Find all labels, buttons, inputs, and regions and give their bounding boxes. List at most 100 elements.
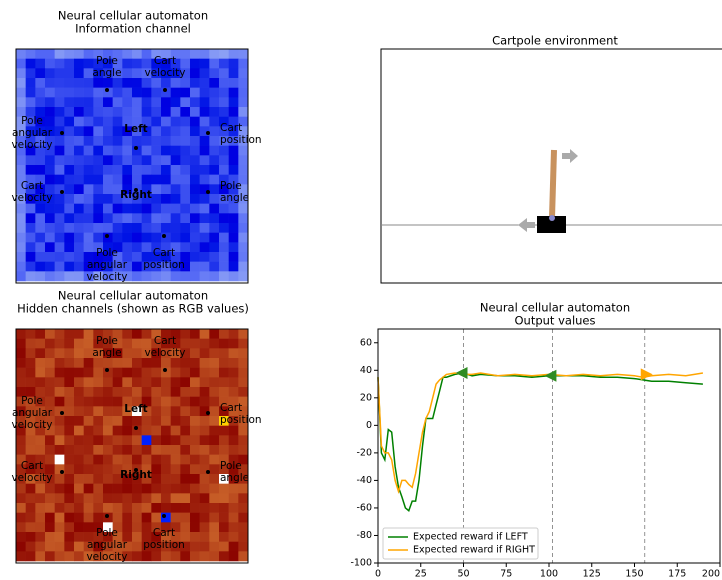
sensor-dot [163, 88, 167, 92]
nca-cell [199, 261, 210, 272]
nca-cell [219, 116, 229, 127]
nca-cell [141, 435, 152, 446]
nca-cell [64, 213, 75, 224]
nca-cell [35, 483, 46, 494]
nca-cell [54, 49, 65, 59]
sensor-dot [134, 146, 138, 150]
nca-cell [132, 271, 142, 282]
nca-cell [238, 532, 249, 542]
nca-cell [161, 512, 171, 523]
nca-cell [25, 474, 36, 484]
nca-cell [161, 252, 171, 262]
nca-cell [228, 493, 239, 504]
nca-cell [228, 242, 239, 253]
nca-cell [35, 416, 46, 426]
nca-cell [238, 223, 249, 233]
nca-cell [103, 126, 113, 137]
nca-cell [64, 338, 75, 349]
nca-cell [170, 213, 181, 224]
nca-cell [151, 68, 162, 79]
nca-cell [141, 126, 152, 137]
nca-cell [228, 252, 239, 262]
action-label: Right [120, 189, 152, 201]
nca-cell [238, 435, 249, 446]
nca-cell [54, 474, 65, 484]
nca-cell [209, 512, 220, 523]
nca-cell [209, 416, 220, 426]
nca-cell [132, 329, 142, 339]
nca-cell [122, 464, 133, 475]
nca-cell [45, 329, 55, 339]
nca-cell [209, 58, 220, 69]
nca-cell [16, 184, 26, 195]
nca-cell [190, 242, 200, 253]
nca-cell [161, 532, 171, 542]
nca-cell [93, 271, 104, 282]
nca-cell [132, 126, 142, 137]
nca-cell [74, 155, 84, 166]
nca-cell [190, 348, 200, 359]
nca-cell [35, 203, 46, 214]
nca-cell [54, 483, 65, 494]
sensor-dot [134, 188, 138, 192]
nca-cell [219, 329, 229, 339]
nca-cell [74, 406, 84, 417]
nca-cell [190, 68, 200, 79]
nca-cell [122, 165, 133, 175]
nca-cell [45, 464, 55, 475]
nca-cell [45, 425, 55, 436]
nca-cell [141, 203, 152, 214]
sensor-label: Cart [154, 55, 176, 67]
nca-cell [93, 87, 104, 98]
nca-cell [180, 512, 191, 523]
nca-cell [83, 541, 94, 552]
nca-cell [103, 223, 113, 233]
nca-cell [199, 116, 210, 127]
nca-cell [54, 406, 65, 417]
nca-cell [161, 493, 171, 504]
nca-cell [25, 49, 36, 59]
nca-cell [132, 155, 142, 166]
nca-cell [180, 396, 191, 407]
nca-cell [25, 252, 36, 262]
nca-cell [64, 464, 75, 475]
nca-cell [83, 445, 94, 455]
sensor-dot [134, 468, 138, 472]
nca-cell [180, 136, 191, 146]
nca-cell [132, 348, 142, 359]
nca-cell [64, 261, 75, 272]
nca-cell [180, 49, 191, 59]
nca-cell [209, 445, 220, 455]
nca-cell [103, 454, 113, 465]
nca-cell [209, 367, 220, 378]
nca-cell [112, 532, 123, 542]
sensor-label: Cart [153, 247, 175, 259]
nca-cell [238, 358, 249, 368]
nca-cell [170, 483, 181, 494]
sensor-label: Cart [220, 402, 242, 414]
nca-cell [74, 116, 84, 127]
nca-cell [16, 338, 26, 349]
nca-cell [54, 107, 65, 117]
y-tick-label: -60 [356, 502, 372, 513]
y-tick-label: 40 [360, 365, 372, 376]
nca-cell [103, 348, 113, 359]
nca-cell [141, 425, 152, 436]
nca-cell [25, 242, 36, 253]
nca-cell [219, 78, 229, 88]
panel-title: Information channel [75, 22, 191, 36]
nca-cell [151, 271, 162, 282]
nca-cell [141, 503, 152, 513]
nca-cell [219, 261, 229, 272]
nca-cell [238, 503, 249, 513]
nca-cell [170, 454, 181, 465]
nca-cell [161, 416, 171, 426]
nca-cell [161, 445, 171, 455]
nca-cell [64, 512, 75, 523]
nca-cell [228, 107, 239, 117]
nca-cell [93, 116, 104, 127]
nca-cell [219, 416, 229, 426]
nca-cell [35, 68, 46, 79]
nca-cell [112, 329, 123, 339]
nca-cell [54, 145, 65, 156]
